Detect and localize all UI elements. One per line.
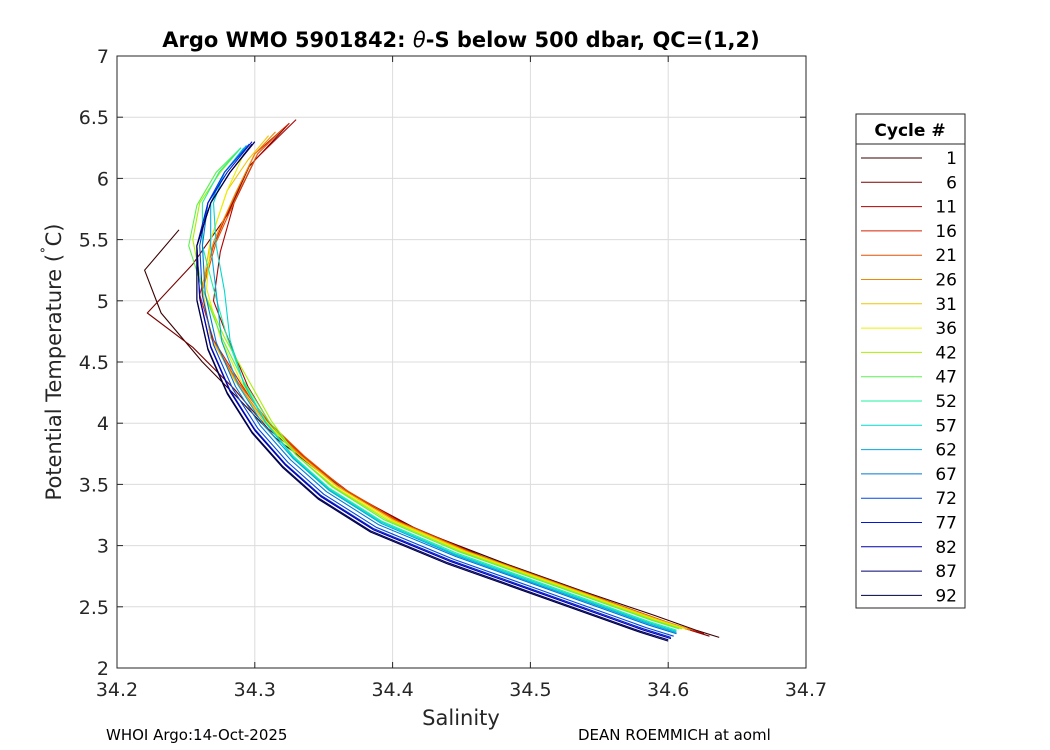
legend-label: 52 xyxy=(935,392,957,412)
y-tick-label: 5 xyxy=(97,291,109,313)
legend-label: 26 xyxy=(935,271,957,291)
footer-left: WHOI Argo:14-Oct-2025 xyxy=(106,726,287,744)
legend-label: 77 xyxy=(935,514,957,534)
legend-label: 57 xyxy=(935,416,957,436)
y-tick-label: 6.5 xyxy=(79,107,109,129)
legend-label: 6 xyxy=(946,173,957,193)
x-tick-label: 34.6 xyxy=(647,679,689,701)
y-tick-label: 4 xyxy=(97,413,109,435)
chart-title: Argo WMO 5901842: θ-S below 500 dbar, QC… xyxy=(162,28,759,52)
profiles xyxy=(144,119,720,642)
legend-label: 47 xyxy=(935,368,957,388)
legend-label: 82 xyxy=(935,538,957,558)
legend-label: 72 xyxy=(935,489,957,509)
legend-label: 42 xyxy=(935,343,957,363)
legend-label: 11 xyxy=(935,198,957,218)
legend-title: Cycle # xyxy=(874,121,945,141)
legend-label: 21 xyxy=(935,246,957,266)
y-tick-label: 3 xyxy=(97,536,109,558)
legend: Cycle # 16111621263136424752576267727782… xyxy=(855,113,966,609)
profile-line-cycle-57 xyxy=(212,147,677,632)
legend-label: 16 xyxy=(935,222,957,242)
x-tick-label: 34.4 xyxy=(371,679,413,701)
y-tick-label: 2.5 xyxy=(79,597,109,619)
x-axis: 34.2 34.3 34.4 34.5 34.6 34.7 xyxy=(96,56,827,701)
y-tick-label: 5.5 xyxy=(79,230,109,252)
profile-line-cycle-92 xyxy=(196,143,669,642)
legend-label: 87 xyxy=(935,562,957,582)
profile-line-cycle-42 xyxy=(192,147,683,630)
legend-label: 62 xyxy=(935,441,957,461)
profile-line-cycle-67 xyxy=(201,143,677,635)
legend-label: 67 xyxy=(935,465,957,485)
x-tick-label: 34.7 xyxy=(785,679,827,701)
grid xyxy=(116,55,807,669)
legend-label: 1 xyxy=(946,149,957,169)
y-axis: 2 2.5 3 3.5 4 4.5 5 5.5 6 6.5 7 xyxy=(79,46,806,680)
x-tick-label: 34.5 xyxy=(509,679,551,701)
legend-label: 92 xyxy=(935,586,957,606)
legend-box xyxy=(855,113,966,609)
x-axis-label: Salinity xyxy=(422,706,500,730)
profile-line-cycle-62 xyxy=(210,145,677,634)
y-tick-label: 7 xyxy=(97,46,109,68)
y-tick-label: 6 xyxy=(97,168,109,190)
footer-right: DEAN ROEMMICH at aoml xyxy=(578,726,771,744)
profile-line-cycle-21 xyxy=(201,129,694,631)
profile-line-cycle-47 xyxy=(188,147,680,630)
y-axis-label: Potential Temperature (˚C) xyxy=(40,224,66,501)
y-tick-label: 4.5 xyxy=(79,352,109,374)
y-tick-label: 2 xyxy=(97,658,109,680)
x-tick-label: 34.2 xyxy=(96,679,138,701)
y-tick-label: 3.5 xyxy=(79,474,109,496)
profile-line-cycle-77 xyxy=(196,141,672,638)
x-tick-label: 34.3 xyxy=(234,679,276,701)
legend-label: 36 xyxy=(935,319,957,339)
legend-label: 31 xyxy=(935,295,957,315)
